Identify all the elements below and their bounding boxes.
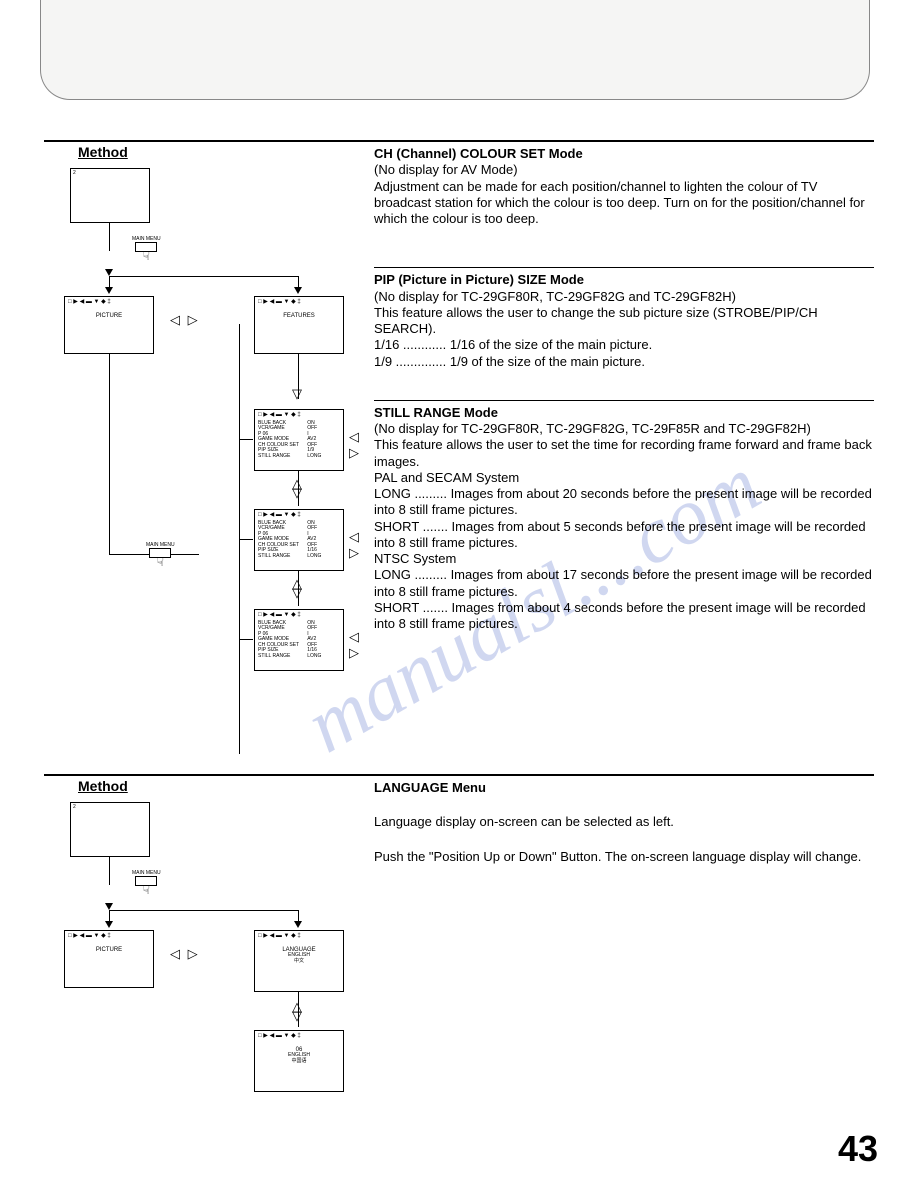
main-menu-label: MAIN MENU xyxy=(132,236,161,242)
osd-icon-row: □ ▶ ◀ ▬ ▼ ◆ ‡ xyxy=(255,510,343,520)
arrow-down-icon xyxy=(294,921,302,928)
up-down-arrows-icon: △▽ xyxy=(292,1002,302,1020)
osd-icon-row: □ ▶ ◀ ▬ ▼ ◆ ‡ xyxy=(255,610,343,620)
remote-main-menu-3: MAIN MENU ☟ xyxy=(132,870,161,894)
settings-values-2: ON OFF I AV2 OFF 1/16 LONG xyxy=(307,521,340,560)
connector xyxy=(239,439,253,440)
pip-row-2: 1/9 .............. 1/9 of the size of th… xyxy=(374,354,874,370)
still-pal-heading: PAL and SECAM System xyxy=(374,470,874,486)
method-column-1: Method 2 MAIN MENU ☟ xyxy=(44,142,354,754)
osd-settings-box-2: □ ▶ ◀ ▬ ▼ ◆ ‡ BLUE BACK VCR/GAME P 06 GA… xyxy=(254,509,344,571)
content-area: Method 2 MAIN MENU ☟ xyxy=(44,140,874,1198)
language-body-2: Push the "Position Up or Down" Button. T… xyxy=(374,849,874,865)
still-block: STILL RANGE Mode (No display for TC-29GF… xyxy=(374,400,874,633)
connector xyxy=(109,223,110,251)
osd-icon-row: □ ▶ ◀ ▬ ▼ ◆ ‡ xyxy=(255,931,343,941)
top-rounded-box xyxy=(40,0,870,100)
ch-colour-block: CH (Channel) COLOUR SET Mode (No display… xyxy=(374,146,874,227)
osd-english-2: ENGLISH 中国语 xyxy=(257,1053,341,1064)
manual-page: manualsl....com Method 2 MAIN MENU ☟ xyxy=(0,0,918,1188)
language-title: LANGUAGE Menu xyxy=(374,780,874,796)
osd-language-box-2: □ ▶ ◀ ▬ ▼ ◆ ‡ 06 ENGLISH 中国语 xyxy=(254,1030,344,1092)
pip-block: PIP (Picture in Picture) SIZE Mode (No d… xyxy=(374,267,874,370)
osd-picture-label: PICTURE xyxy=(65,307,153,326)
method-label-2: Method xyxy=(78,778,354,794)
method-diagram-1: 2 MAIN MENU ☟ xyxy=(44,164,354,754)
settings-labels: BLUE BACK VCR/GAME P 06 GAME MODE CH COL… xyxy=(258,421,307,460)
up-down-arrows-icon: △▽ xyxy=(292,579,302,597)
method-diagram-2: 2 MAIN MENU ☟ □ ▶ ◀ ▬ ▼ ◆ ‡ P xyxy=(44,798,354,1178)
connector xyxy=(109,354,110,554)
osd-settings-box-3: □ ▶ ◀ ▬ ▼ ◆ ‡ BLUE BACK VCR/GAME P 06 GA… xyxy=(254,609,344,671)
pip-body: This feature allows the user to change t… xyxy=(374,305,874,338)
language-block: LANGUAGE Menu Language display on-screen… xyxy=(374,780,874,865)
ch-colour-sub: (No display for AV Mode) xyxy=(374,162,874,178)
osd-features-label: FEATURES xyxy=(255,307,343,326)
method-column-2: Method 2 MAIN MENU ☟ xyxy=(44,776,354,1178)
left-right-arrows-icon: ◁ ▷ xyxy=(349,629,361,661)
main-menu-label: MAIN MENU xyxy=(132,870,161,876)
osd-settings-box-1: □ ▶ ◀ ▬ ▼ ◆ ‡ BLUE BACK VCR/GAME P 06 GA… xyxy=(254,409,344,471)
left-right-arrows-icon: ◁ ▷ xyxy=(170,946,200,962)
osd-icon-row: □ ▶ ◀ ▬ ▼ ◆ ‡ xyxy=(65,297,153,307)
remote-main-menu-1: MAIN MENU ☟ xyxy=(132,236,161,260)
arrow-down-icon xyxy=(294,287,302,294)
still-ntsc-long: LONG ......... Images from about 17 seco… xyxy=(374,567,874,600)
still-pal-short: SHORT ....... Images from about 5 second… xyxy=(374,519,874,552)
section-language: Method 2 MAIN MENU ☟ xyxy=(44,774,874,1178)
osd-english-1: ENGLISH 中文 xyxy=(257,953,341,964)
pip-title: PIP (Picture in Picture) SIZE Mode xyxy=(374,272,874,288)
method-label-1: Method xyxy=(78,144,354,160)
section-ch-pip-still: Method 2 MAIN MENU ☟ xyxy=(44,140,874,754)
connector xyxy=(109,276,299,277)
still-title: STILL RANGE Mode xyxy=(374,405,874,421)
language-body-1: Language display on-screen can be select… xyxy=(374,814,874,830)
main-menu-label: MAIN MENU xyxy=(146,542,175,548)
connector xyxy=(239,539,253,540)
ch-colour-title: CH (Channel) COLOUR SET Mode xyxy=(374,146,874,162)
still-ntsc-short: SHORT ....... Images from about 4 second… xyxy=(374,600,874,633)
settings-labels: BLUE BACK VCR/GAME P 06 GAME MODE CH COL… xyxy=(258,621,307,660)
arrow-down-icon xyxy=(105,921,113,928)
text-column-2: LANGUAGE Menu Language display on-screen… xyxy=(374,776,874,887)
text-column-1: CH (Channel) COLOUR SET Mode (No display… xyxy=(374,142,874,654)
connector xyxy=(109,910,299,911)
osd-picture-box: □ ▶ ◀ ▬ ▼ ◆ ‡ PICTURE xyxy=(64,296,154,354)
left-right-arrows-icon: ◁ ▷ xyxy=(349,529,361,561)
left-right-arrows-icon: ◁ ▷ xyxy=(170,312,200,328)
osd-icon-row: □ ▶ ◀ ▬ ▼ ◆ ‡ xyxy=(65,931,153,941)
connector xyxy=(239,639,253,640)
tv-screen-blank-2: 2 xyxy=(70,802,150,857)
osd-icon-row: □ ▶ ◀ ▬ ▼ ◆ ‡ xyxy=(255,297,343,307)
arrow-down-icon xyxy=(105,287,113,294)
osd-icon-row: □ ▶ ◀ ▬ ▼ ◆ ‡ xyxy=(255,1031,343,1041)
osd-picture-box-2: □ ▶ ◀ ▬ ▼ ◆ ‡ PICTURE xyxy=(64,930,154,988)
still-body: This feature allows the user to set the … xyxy=(374,437,874,470)
arrow-down-icon xyxy=(105,903,113,910)
connector xyxy=(109,857,110,885)
ch-colour-body: Adjustment can be made for each position… xyxy=(374,179,874,228)
arrow-down-icon xyxy=(105,269,113,276)
settings-labels: BLUE BACK VCR/GAME P 06 GAME MODE CH COL… xyxy=(258,521,307,560)
tv-screen-blank: 2 xyxy=(70,168,150,223)
osd-icon-row: □ ▶ ◀ ▬ ▼ ◆ ‡ xyxy=(255,410,343,420)
pip-row-1: 1/16 ............ 1/16 of the size of th… xyxy=(374,337,874,353)
left-right-arrows-icon: ◁ ▷ xyxy=(349,429,361,461)
still-ntsc-heading: NTSC System xyxy=(374,551,874,567)
remote-main-menu-2: MAIN MENU ☟ xyxy=(146,542,175,566)
osd-language-box: □ ▶ ◀ ▬ ▼ ◆ ‡ LANGUAGE ENGLISH 中文 xyxy=(254,930,344,992)
osd-features-box: □ ▶ ◀ ▬ ▼ ◆ ‡ FEATURES xyxy=(254,296,344,354)
settings-values-1: ON OFF I AV2 OFF 1/9 LONG xyxy=(307,421,340,460)
settings-values-3: ON OFF I AV2 OFF 1/16 LONG xyxy=(307,621,340,660)
down-arrow-icon: ▽ xyxy=(292,389,302,398)
pip-sub: (No display for TC-29GF80R, TC-29GF82G a… xyxy=(374,289,874,305)
still-pal-long: LONG ......... Images from about 20 seco… xyxy=(374,486,874,519)
osd-picture-label: PICTURE xyxy=(65,941,153,960)
still-sub: (No display for TC-29GF80R, TC-29GF82G, … xyxy=(374,421,874,437)
up-down-arrows-icon: △▽ xyxy=(292,479,302,497)
